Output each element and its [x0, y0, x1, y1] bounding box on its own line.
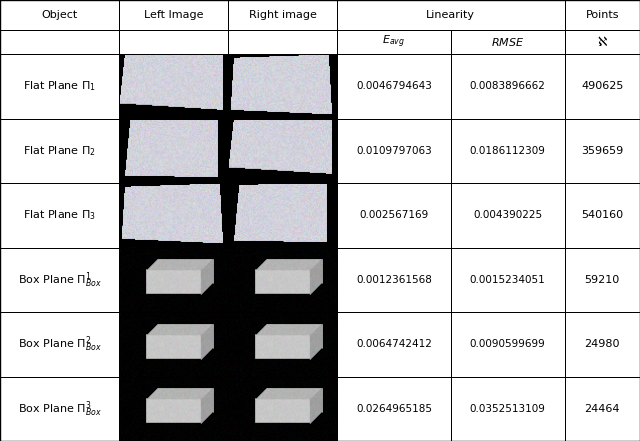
Bar	[120, 30, 228, 54]
Bar	[120, 377, 228, 441]
Bar	[0, 54, 120, 119]
Text: Flat Plane $\Pi_1$: Flat Plane $\Pi_1$	[23, 79, 96, 93]
Text: $RMSE$: $RMSE$	[491, 36, 524, 48]
Bar	[228, 247, 337, 312]
Text: 24980: 24980	[584, 339, 620, 349]
Bar	[0, 377, 120, 441]
Text: 0.0264965185: 0.0264965185	[356, 404, 432, 414]
Bar	[0, 312, 120, 377]
Bar	[451, 247, 564, 312]
Text: 490625: 490625	[581, 82, 623, 91]
Bar	[120, 119, 228, 183]
Bar	[228, 0, 337, 30]
Text: Left Image: Left Image	[144, 10, 204, 20]
Text: Flat Plane $\Pi_3$: Flat Plane $\Pi_3$	[23, 209, 96, 222]
Bar	[337, 183, 451, 248]
Bar	[228, 54, 337, 119]
Bar	[564, 119, 640, 183]
Text: Flat Plane $\Pi_2$: Flat Plane $\Pi_2$	[23, 144, 96, 158]
Bar	[451, 183, 564, 248]
Text: 0.0109797063: 0.0109797063	[356, 146, 432, 156]
Bar	[0, 247, 120, 312]
Text: Box Plane $\Pi^3_{Box}$: Box Plane $\Pi^3_{Box}$	[18, 399, 102, 419]
Text: Box Plane $\Pi^1_{Box}$: Box Plane $\Pi^1_{Box}$	[18, 270, 102, 290]
Bar	[120, 312, 228, 377]
Bar	[120, 54, 228, 119]
Bar	[337, 54, 451, 119]
Text: 0.0046794643: 0.0046794643	[356, 82, 432, 91]
Bar	[337, 247, 451, 312]
Bar	[120, 312, 228, 377]
Text: $\aleph$: $\aleph$	[597, 35, 608, 49]
Bar	[337, 0, 564, 30]
Text: 0.0083896662: 0.0083896662	[470, 82, 546, 91]
Bar	[228, 54, 337, 119]
Bar	[0, 119, 120, 183]
Bar	[120, 119, 228, 183]
Bar	[120, 183, 228, 248]
Bar	[228, 377, 337, 441]
Bar	[337, 30, 451, 54]
Text: Right image: Right image	[249, 10, 317, 20]
Bar	[120, 183, 228, 248]
Text: 540160: 540160	[581, 210, 623, 220]
Bar	[337, 119, 451, 183]
Bar	[120, 247, 228, 312]
Text: 359659: 359659	[581, 146, 623, 156]
Bar	[228, 312, 337, 377]
Text: Linearity: Linearity	[426, 10, 476, 20]
Bar	[228, 183, 337, 248]
Text: 0.0352513109: 0.0352513109	[470, 404, 546, 414]
Bar	[228, 119, 337, 183]
Bar	[228, 312, 337, 377]
Bar	[120, 377, 228, 441]
Bar	[564, 377, 640, 441]
Bar	[564, 312, 640, 377]
Text: 0.0012361568: 0.0012361568	[356, 275, 432, 285]
Bar	[451, 30, 564, 54]
Text: Box Plane $\Pi^2_{Box}$: Box Plane $\Pi^2_{Box}$	[18, 335, 102, 354]
Text: 0.0064742412: 0.0064742412	[356, 339, 432, 349]
Bar	[228, 377, 337, 441]
Text: $E_{avg}$: $E_{avg}$	[383, 34, 406, 50]
Text: Object: Object	[42, 10, 78, 20]
Text: 0.0015234051: 0.0015234051	[470, 275, 546, 285]
Text: 0.004390225: 0.004390225	[473, 210, 542, 220]
Bar	[120, 247, 228, 312]
Bar	[0, 30, 120, 54]
Bar	[120, 54, 228, 119]
Bar	[337, 312, 451, 377]
Bar	[564, 54, 640, 119]
Bar	[228, 119, 337, 183]
Bar	[451, 54, 564, 119]
Bar	[228, 247, 337, 312]
Text: 0.0186112309: 0.0186112309	[470, 146, 546, 156]
Bar	[451, 312, 564, 377]
Bar	[564, 183, 640, 248]
Bar	[337, 377, 451, 441]
Text: Points: Points	[586, 10, 619, 20]
Bar	[0, 0, 120, 30]
Text: 0.002567169: 0.002567169	[359, 210, 429, 220]
Bar	[228, 183, 337, 248]
Text: 24464: 24464	[584, 404, 620, 414]
Bar	[564, 0, 640, 30]
Bar	[564, 247, 640, 312]
Bar	[0, 183, 120, 248]
Bar	[228, 30, 337, 54]
Text: 0.0090599699: 0.0090599699	[470, 339, 546, 349]
Bar	[451, 119, 564, 183]
Bar	[564, 30, 640, 54]
Text: 59210: 59210	[585, 275, 620, 285]
Bar	[451, 377, 564, 441]
Bar	[120, 0, 228, 30]
